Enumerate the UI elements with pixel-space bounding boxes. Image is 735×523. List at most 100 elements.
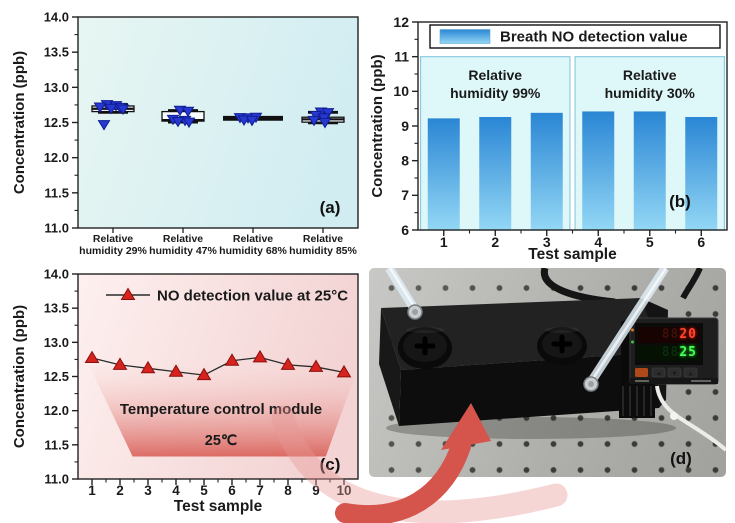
- legend-text: NO detection value at 25°C: [157, 287, 348, 304]
- controller-button: [667, 367, 682, 378]
- svg-text:7: 7: [256, 483, 264, 498]
- white-cable: [655, 385, 726, 452]
- controller-sv-ghost-digits: 88: [661, 345, 680, 360]
- svg-text:humidity 47%: humidity 47%: [149, 245, 217, 257]
- data-point-triangle: [168, 364, 184, 377]
- x-axis-title: Test sample: [528, 246, 617, 262]
- region-label: humidity 99%: [450, 85, 541, 101]
- data-point-triangle: [307, 115, 321, 127]
- svg-text:Relative: Relative: [233, 233, 273, 245]
- controller-pv-row: 88 20: [638, 327, 700, 343]
- data-point-triangle: [182, 117, 196, 129]
- bar: [685, 116, 718, 230]
- panel-d-label: (d): [670, 449, 692, 468]
- svg-text:13.0: 13.0: [44, 80, 69, 95]
- svg-text:10: 10: [336, 483, 351, 498]
- svg-text:5: 5: [200, 483, 208, 498]
- controller-pv-ghost-digits: 88: [661, 327, 680, 342]
- svg-text:5: 5: [646, 234, 654, 250]
- svg-text:humidity 68%: humidity 68%: [219, 245, 287, 257]
- svg-text:3: 3: [543, 234, 551, 250]
- data-point-triangle: [237, 115, 251, 126]
- data-point-triangle: [336, 364, 352, 378]
- bar: [479, 116, 512, 230]
- svg-text:Relative: Relative: [163, 233, 203, 245]
- svg-text:1: 1: [440, 234, 448, 250]
- svg-text:11.0: 11.0: [44, 221, 69, 236]
- controller-pv-value: 20: [679, 327, 697, 342]
- box-group: [91, 100, 135, 131]
- svg-text:8: 8: [401, 153, 409, 169]
- svg-text:11.5: 11.5: [44, 185, 69, 200]
- data-point-triangle: [84, 350, 100, 364]
- data-point-triangle: [321, 108, 335, 119]
- panel-c-linechart: 11.0 11.5 12.0 12.5 13.0 13.5 14.0 Concentratio…: [8, 262, 368, 523]
- data-point-triangle: [308, 359, 324, 372]
- set-button: [635, 368, 648, 377]
- svg-text:13.5: 13.5: [44, 301, 69, 316]
- controller-sv-row: 88 25: [638, 345, 700, 361]
- indicator-led: [631, 340, 634, 344]
- legend-text: Breath NO detection value: [500, 29, 688, 46]
- bar-series: [427, 111, 718, 230]
- box-group: [301, 107, 345, 129]
- svg-text:6: 6: [697, 234, 705, 250]
- panel-a-label: (a): [319, 198, 341, 217]
- svg-text:3: 3: [144, 483, 152, 498]
- svg-text:11: 11: [394, 49, 409, 65]
- y-axis: 11.0 11.5 12.0 12.5 13.0 13.5 14.0 Concentratio…: [11, 10, 78, 236]
- tube-fitting: [407, 304, 423, 320]
- legend: Breath NO detection value: [429, 24, 721, 49]
- boxplot-chart: 11.0 11.5 12.0 12.5 13.0 13.5 14.0 Concentratio…: [11, 10, 359, 257]
- y-axis-title: Concentration (ppb): [11, 51, 28, 194]
- controller-sv-value: 25: [679, 345, 697, 360]
- x-axis: 1 2 3 4 5 6 7 8 9 10: [88, 479, 352, 498]
- svg-text:6: 6: [228, 483, 236, 498]
- y-axis-title: Concentration (ppb): [11, 305, 28, 448]
- line-series: [84, 349, 352, 381]
- svg-text:humidity 29%: humidity 29%: [79, 245, 147, 257]
- apparatus-photo-drawing: ◄ ▼ ▲: [379, 268, 726, 452]
- svg-text:11.0: 11.0: [44, 472, 69, 487]
- box-group: [161, 105, 205, 129]
- data-point-triangle: [97, 120, 111, 131]
- svg-text:13.5: 13.5: [44, 45, 69, 60]
- line-chart: 11.0 11.5 12.0 12.5 13.0 13.5 14.0 Concentratio…: [11, 267, 359, 515]
- svg-text:▲: ▲: [687, 371, 693, 378]
- black-cable: [680, 268, 703, 300]
- x-axis-title: Test sample: [174, 498, 263, 515]
- svg-text:13.0: 13.0: [44, 335, 69, 350]
- bar: [633, 111, 666, 230]
- svg-text:Relative: Relative: [303, 233, 343, 245]
- box-group: [223, 112, 283, 127]
- y-axis: 11.0 11.5 12.0 12.5 13.0 13.5 14.0 Concentratio…: [11, 267, 78, 487]
- heat-sink: [619, 384, 655, 418]
- y-axis: 6 7 8 9 10 11 12 Concentration (ppb): [369, 14, 418, 238]
- region-label: humidity 30%: [605, 85, 696, 101]
- legend-marker: [120, 287, 136, 300]
- svg-text:9: 9: [312, 483, 320, 498]
- controller-button: [683, 367, 698, 378]
- svg-text:7: 7: [401, 187, 409, 203]
- data-point-triangle: [252, 349, 268, 363]
- svg-text:12: 12: [393, 14, 409, 30]
- bar: [427, 118, 460, 230]
- data-point-triangle: [196, 367, 212, 381]
- legend: NO detection value at 25°C: [106, 287, 348, 304]
- plot-border: [77, 273, 359, 480]
- region-label: Relative: [623, 67, 677, 83]
- data-point-triangle: [104, 103, 118, 115]
- controller-button: [651, 367, 666, 378]
- svg-text:11.5: 11.5: [44, 437, 69, 452]
- svg-text:12.0: 12.0: [44, 403, 69, 418]
- svg-text:▼: ▼: [671, 371, 677, 378]
- plot-border: [417, 21, 728, 231]
- data-point-triangle: [318, 118, 332, 129]
- svg-text:10: 10: [393, 83, 409, 99]
- data-point-triangle: [181, 106, 195, 118]
- indicator-led: [631, 328, 634, 332]
- panel-b-label: (b): [669, 192, 691, 211]
- svg-text:4: 4: [594, 234, 602, 250]
- data-point-triangle: [171, 116, 185, 128]
